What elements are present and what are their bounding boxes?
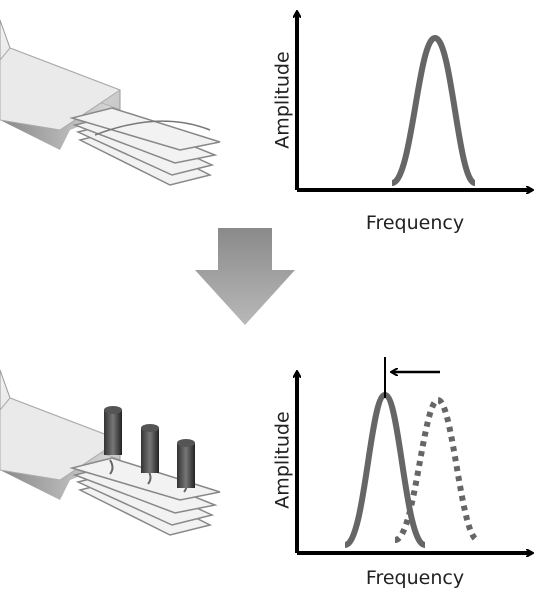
cantilever-illustration xyxy=(0,19,221,186)
resonance-peak xyxy=(390,34,477,186)
transition-arrow xyxy=(195,228,295,325)
y-axis-label: Amplitude xyxy=(272,411,294,508)
x-axis-label: Frequency xyxy=(366,212,464,234)
spectrum-plot: Amplitude Frequency xyxy=(272,357,533,589)
shifted-peak xyxy=(343,391,427,548)
original-peak xyxy=(393,396,480,543)
x-axis-label: Frequency xyxy=(366,567,464,589)
spectrum-plot: Amplitude Frequency xyxy=(272,12,533,234)
cantilever-illustration xyxy=(0,369,221,536)
y-axis-label: Amplitude xyxy=(272,51,294,148)
